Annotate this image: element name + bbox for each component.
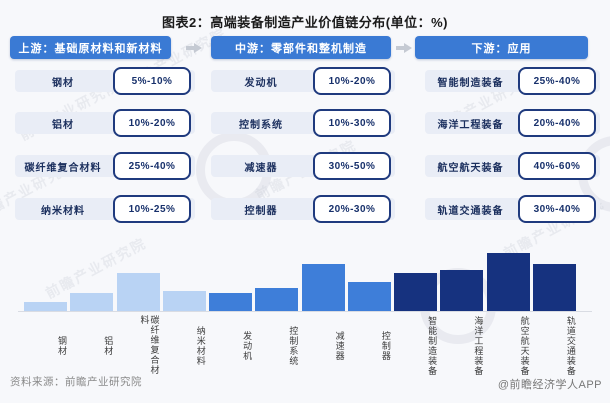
item-label: 航空航天装备 <box>437 162 504 174</box>
item-label: 纳米材料 <box>41 205 85 217</box>
bar-label: 碳纤维复合材料 <box>139 315 160 375</box>
value-chain-row: 发动机 10%-20% <box>211 67 395 95</box>
value-chain-row: 智能制造装备 25%-40% <box>425 67 600 95</box>
item-label: 钢材 <box>52 77 74 89</box>
item-label: 海洋工程装备 <box>437 119 504 131</box>
bar <box>347 282 391 311</box>
item-range-pill: 10%-20% <box>313 67 391 95</box>
value-chain-row: 海洋工程装备 20%-40% <box>425 109 600 137</box>
value-chain-row: 减速器 30%-50% <box>211 152 395 180</box>
bar <box>394 273 438 311</box>
flow-header-upstream: 上游：基础原材料和新材料 <box>10 36 171 59</box>
bar-label: 航空航天装备 <box>519 316 530 376</box>
item-label: 碳纤维复合材料 <box>24 162 102 174</box>
bar <box>532 264 576 311</box>
value-chain-row: 铝材 10%-20% <box>15 109 195 137</box>
item-range-pill: 25%-40% <box>113 152 191 180</box>
bar <box>70 293 114 311</box>
item-range-pill: 20%-30% <box>313 195 391 223</box>
value-chain-row: 钢材 5%-10% <box>15 67 195 95</box>
value-chain-row: 轨道交通装备 30%-40% <box>425 195 600 223</box>
bar <box>116 273 160 311</box>
bar <box>209 293 253 311</box>
item-range-pill: 10%-25% <box>113 195 191 223</box>
bar <box>162 291 206 311</box>
bar <box>255 288 299 311</box>
credit-note: @前瞻经济学人APP <box>497 379 602 391</box>
bar-label: 纳米材料 <box>195 326 206 366</box>
item-label: 控制器 <box>244 205 278 217</box>
item-range-pill: 30%-40% <box>518 195 596 223</box>
item-label: 控制系统 <box>239 119 283 131</box>
flow-arrow-icon <box>394 40 414 55</box>
item-range-pill: 10%-20% <box>113 109 191 137</box>
flow-header-midstream: 中游：零部件和整机制造 <box>211 36 391 59</box>
bar <box>301 264 345 311</box>
bar <box>24 302 67 311</box>
source-note: 资料来源：前瞻产业研究院 <box>10 376 142 388</box>
bar-label: 铝材 <box>103 336 114 356</box>
bar-label: 控制器 <box>380 331 391 361</box>
value-chain-row: 纳米材料 10%-25% <box>15 195 195 223</box>
item-range-pill: 30%-50% <box>313 152 391 180</box>
bar-label: 控制系统 <box>288 326 299 366</box>
bar-label: 海洋工程装备 <box>473 316 484 376</box>
bar-chart-labels: 钢材 铝材 碳纤维复合材料 纳米材料 发动机 控制系统 减速器 控制器 智能制造装备 海洋工程装备… <box>24 315 576 377</box>
bar-label: 智能制造装备 <box>427 316 438 376</box>
bar <box>486 253 530 311</box>
item-label: 减速器 <box>244 162 278 174</box>
bar <box>440 270 484 311</box>
value-chain-row: 航空航天装备 40%-60% <box>425 152 600 180</box>
value-chain-row: 碳纤维复合材料 25%-40% <box>15 152 195 180</box>
item-range-pill: 5%-10% <box>113 67 191 95</box>
item-range-pill: 20%-40% <box>518 109 596 137</box>
bar-label: 减速器 <box>334 331 345 361</box>
item-label: 轨道交通装备 <box>437 205 504 217</box>
item-label: 发动机 <box>244 77 278 89</box>
flow-arrow-icon <box>184 40 204 55</box>
item-label: 智能制造装备 <box>437 77 504 89</box>
bar-label: 钢材 <box>57 336 67 356</box>
item-label: 铝材 <box>52 119 74 131</box>
page-title: 图表2：高端装备制造产业价值链分布(单位：%) <box>162 15 448 30</box>
x-axis-line <box>18 311 592 312</box>
bar-label: 发动机 <box>242 331 253 361</box>
value-chain-row: 控制系统 10%-30% <box>211 109 395 137</box>
item-range-pill: 40%-60% <box>518 152 596 180</box>
item-range-pill: 10%-30% <box>313 109 391 137</box>
bar-label: 轨道交通装备 <box>565 316 576 376</box>
value-chain-row: 控制器 20%-30% <box>211 195 395 223</box>
bar-chart <box>24 241 576 311</box>
flow-header-downstream: 下游：应用 <box>415 36 588 59</box>
item-range-pill: 25%-40% <box>518 67 596 95</box>
